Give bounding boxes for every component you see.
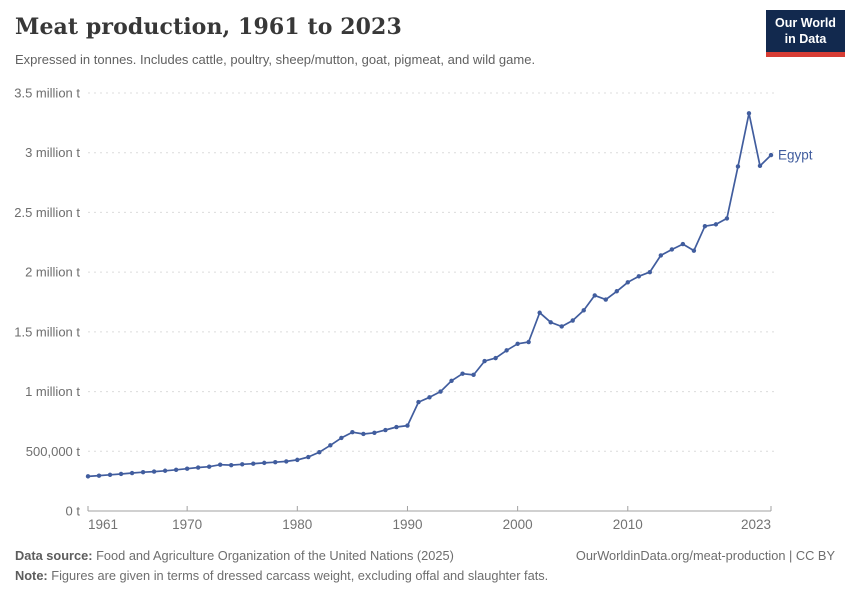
- owid-logo[interactable]: Our World in Data: [766, 10, 845, 57]
- data-point[interactable]: [173, 467, 179, 472]
- series-label-egypt[interactable]: Egypt: [778, 148, 813, 163]
- data-point[interactable]: [240, 462, 245, 467]
- data-point[interactable]: [680, 241, 686, 247]
- data-point[interactable]: [427, 395, 432, 400]
- data-point[interactable]: [184, 466, 190, 471]
- data-point[interactable]: [471, 372, 476, 378]
- data-source-text: Food and Agriculture Organization of the…: [96, 548, 454, 563]
- chart-subtitle: Expressed in tonnes. Includes cattle, po…: [15, 52, 536, 67]
- data-point[interactable]: [118, 471, 124, 477]
- data-point[interactable]: [328, 443, 333, 448]
- data-point[interactable]: [129, 470, 135, 476]
- data-point[interactable]: [537, 310, 542, 315]
- data-point[interactable]: [581, 308, 586, 313]
- data-source-line[interactable]: Data source: Food and Agriculture Organi…: [15, 546, 454, 566]
- y-axis-label: 0 t: [66, 504, 81, 519]
- data-point[interactable]: [625, 280, 630, 285]
- note-text: Figures are given in terms of dressed ca…: [51, 567, 549, 583]
- data-point[interactable]: [702, 223, 708, 229]
- data-point[interactable]: [405, 423, 410, 428]
- data-point[interactable]: [350, 429, 355, 435]
- x-axis-label: 2000: [503, 517, 533, 532]
- chart-footer: Data source: Food and Agriculture Organi…: [15, 546, 835, 586]
- data-point[interactable]: [614, 289, 619, 294]
- data-point[interactable]: [251, 461, 256, 466]
- y-axis-label: 1 million t: [25, 384, 80, 399]
- owid-logo-line1: Our World: [775, 16, 836, 30]
- data-point[interactable]: [735, 164, 741, 169]
- page-title: Meat production, 1961 to 2023: [15, 14, 402, 40]
- data-point[interactable]: [262, 460, 267, 466]
- data-point[interactable]: [658, 253, 664, 258]
- data-point[interactable]: [438, 389, 443, 394]
- data-point[interactable]: [746, 111, 752, 116]
- data-point[interactable]: [140, 469, 146, 475]
- data-point[interactable]: [295, 457, 300, 463]
- data-point[interactable]: [757, 163, 763, 169]
- data-point[interactable]: [460, 371, 465, 376]
- data-point[interactable]: [217, 462, 223, 467]
- data-point[interactable]: [107, 472, 113, 478]
- data-point[interactable]: [493, 355, 498, 361]
- data-point[interactable]: [394, 424, 399, 430]
- data-point[interactable]: [548, 320, 553, 325]
- data-point[interactable]: [162, 468, 168, 473]
- data-point[interactable]: [372, 430, 377, 435]
- x-axis-label: 1980: [282, 517, 312, 532]
- owid-link[interactable]: OurWorldinData.org/meat-production | CC …: [575, 548, 835, 563]
- x-axis-label: 2010: [613, 517, 643, 532]
- x-axis-label: 1990: [392, 517, 422, 532]
- data-point[interactable]: [713, 222, 719, 227]
- note-label: Note:: [15, 567, 48, 583]
- owid-logo-line2: in Data: [784, 32, 827, 47]
- data-point[interactable]: [96, 473, 102, 478]
- data-point[interactable]: [504, 348, 509, 353]
- data-point[interactable]: [526, 339, 531, 345]
- y-axis-label: 2.5 million t: [14, 205, 80, 220]
- y-axis-label: 1.5 million t: [14, 324, 80, 339]
- data-point[interactable]: [317, 450, 322, 455]
- data-point[interactable]: [195, 465, 201, 470]
- data-point[interactable]: [206, 464, 212, 469]
- data-point[interactable]: [151, 469, 157, 474]
- data-point[interactable]: [669, 247, 675, 252]
- y-axis-label: 2 million t: [25, 265, 80, 280]
- data-source-label: Data source:: [15, 548, 93, 563]
- data-point[interactable]: [449, 378, 454, 384]
- data-point[interactable]: [229, 462, 234, 468]
- data-point[interactable]: [482, 358, 487, 364]
- x-axis-label: 2023: [741, 517, 771, 532]
- data-point[interactable]: [361, 431, 366, 437]
- data-point[interactable]: [85, 474, 91, 479]
- data-point[interactable]: [416, 399, 421, 405]
- data-point[interactable]: [273, 459, 278, 465]
- data-point[interactable]: [515, 341, 520, 346]
- data-point[interactable]: [768, 152, 774, 158]
- x-axis-label: 1961: [88, 517, 118, 532]
- y-axis-label: 500,000 t: [26, 444, 81, 459]
- data-point[interactable]: [284, 459, 289, 464]
- data-point[interactable]: [724, 216, 730, 221]
- data-point[interactable]: [691, 248, 697, 253]
- x-axis-label: 1970: [172, 517, 202, 532]
- series-line-egypt: [87, 112, 772, 478]
- data-point[interactable]: [559, 324, 564, 329]
- data-point[interactable]: [647, 269, 653, 275]
- y-axis-label: 3 million t: [25, 145, 80, 160]
- y-axis-label: 3.5 million t: [14, 86, 80, 101]
- data-point[interactable]: [339, 435, 344, 441]
- data-point[interactable]: [592, 293, 597, 298]
- data-point[interactable]: [570, 318, 575, 323]
- data-point[interactable]: [383, 427, 388, 433]
- data-point[interactable]: [603, 297, 608, 302]
- data-point[interactable]: [636, 274, 642, 279]
- data-point[interactable]: [306, 454, 311, 460]
